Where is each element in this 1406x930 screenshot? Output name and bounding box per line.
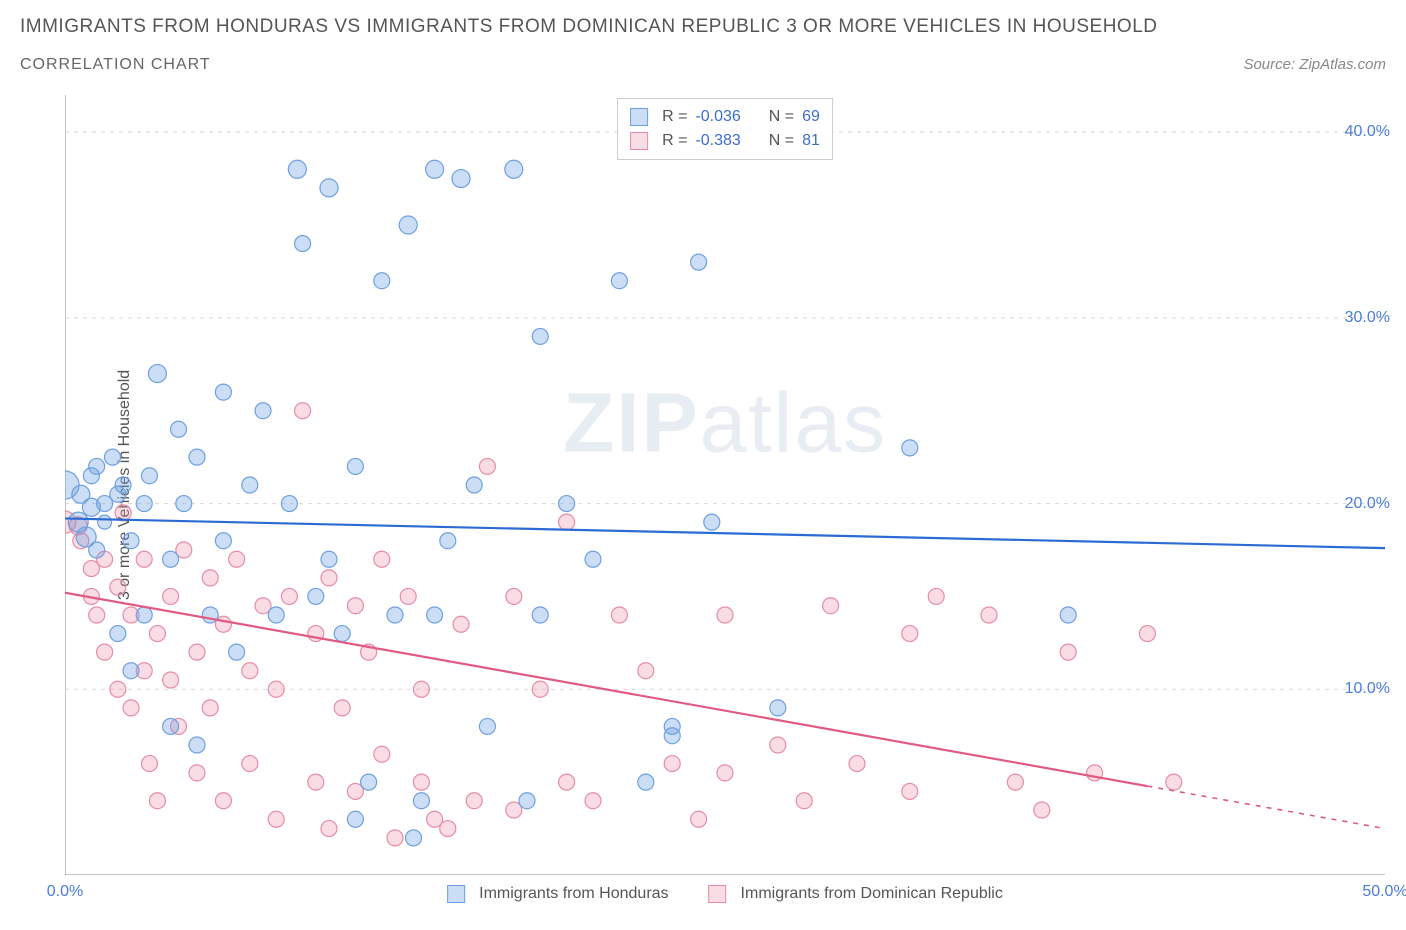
scatter-svg [65, 95, 1385, 875]
chart-title: IMMIGRANTS FROM HONDURAS VS IMMIGRANTS F… [20, 16, 1386, 38]
legend-row-honduras: R = -0.036 N = 69 [630, 105, 820, 129]
source-label: Source: ZipAtlas.com [1243, 56, 1386, 73]
x-tick: 0.0% [47, 883, 83, 901]
legend-item-honduras: Immigrants from Honduras [447, 885, 668, 903]
y-tick: 30.0% [1345, 309, 1390, 327]
n-value: 81 [802, 129, 820, 153]
r-label: R = [662, 105, 687, 129]
series-name: Immigrants from Honduras [479, 885, 668, 903]
r-value: -0.036 [695, 105, 740, 129]
swatch-icon [630, 132, 648, 150]
swatch-icon [709, 885, 727, 903]
chart-area: 3 or more Vehicles in Household ZIPatlas… [20, 95, 1385, 875]
r-value: -0.383 [695, 129, 740, 153]
y-tick: 20.0% [1345, 495, 1390, 513]
n-label: N = [769, 105, 794, 129]
y-tick: 10.0% [1345, 680, 1390, 698]
chart-subtitle: CORRELATION CHART [20, 56, 211, 74]
correlation-legend: R = -0.036 N = 69 R = -0.383 N = 81 [617, 98, 833, 160]
series-legend: Immigrants from Honduras Immigrants from… [447, 885, 1003, 903]
n-label: N = [769, 129, 794, 153]
series-name: Immigrants from Dominican Republic [741, 885, 1003, 903]
swatch-icon [447, 885, 465, 903]
n-value: 69 [802, 105, 820, 129]
chart-header: IMMIGRANTS FROM HONDURAS VS IMMIGRANTS F… [0, 0, 1406, 82]
legend-row-dominican: R = -0.383 N = 81 [630, 129, 820, 153]
r-label: R = [662, 129, 687, 153]
y-tick: 40.0% [1345, 123, 1390, 141]
swatch-icon [630, 108, 648, 126]
plot-region: ZIPatlas R = -0.036 N = 69 R = -0.383 N … [65, 95, 1385, 875]
legend-item-dominican: Immigrants from Dominican Republic [709, 885, 1003, 903]
subtitle-row: CORRELATION CHART Source: ZipAtlas.com [20, 56, 1386, 74]
x-tick: 50.0% [1362, 883, 1406, 901]
